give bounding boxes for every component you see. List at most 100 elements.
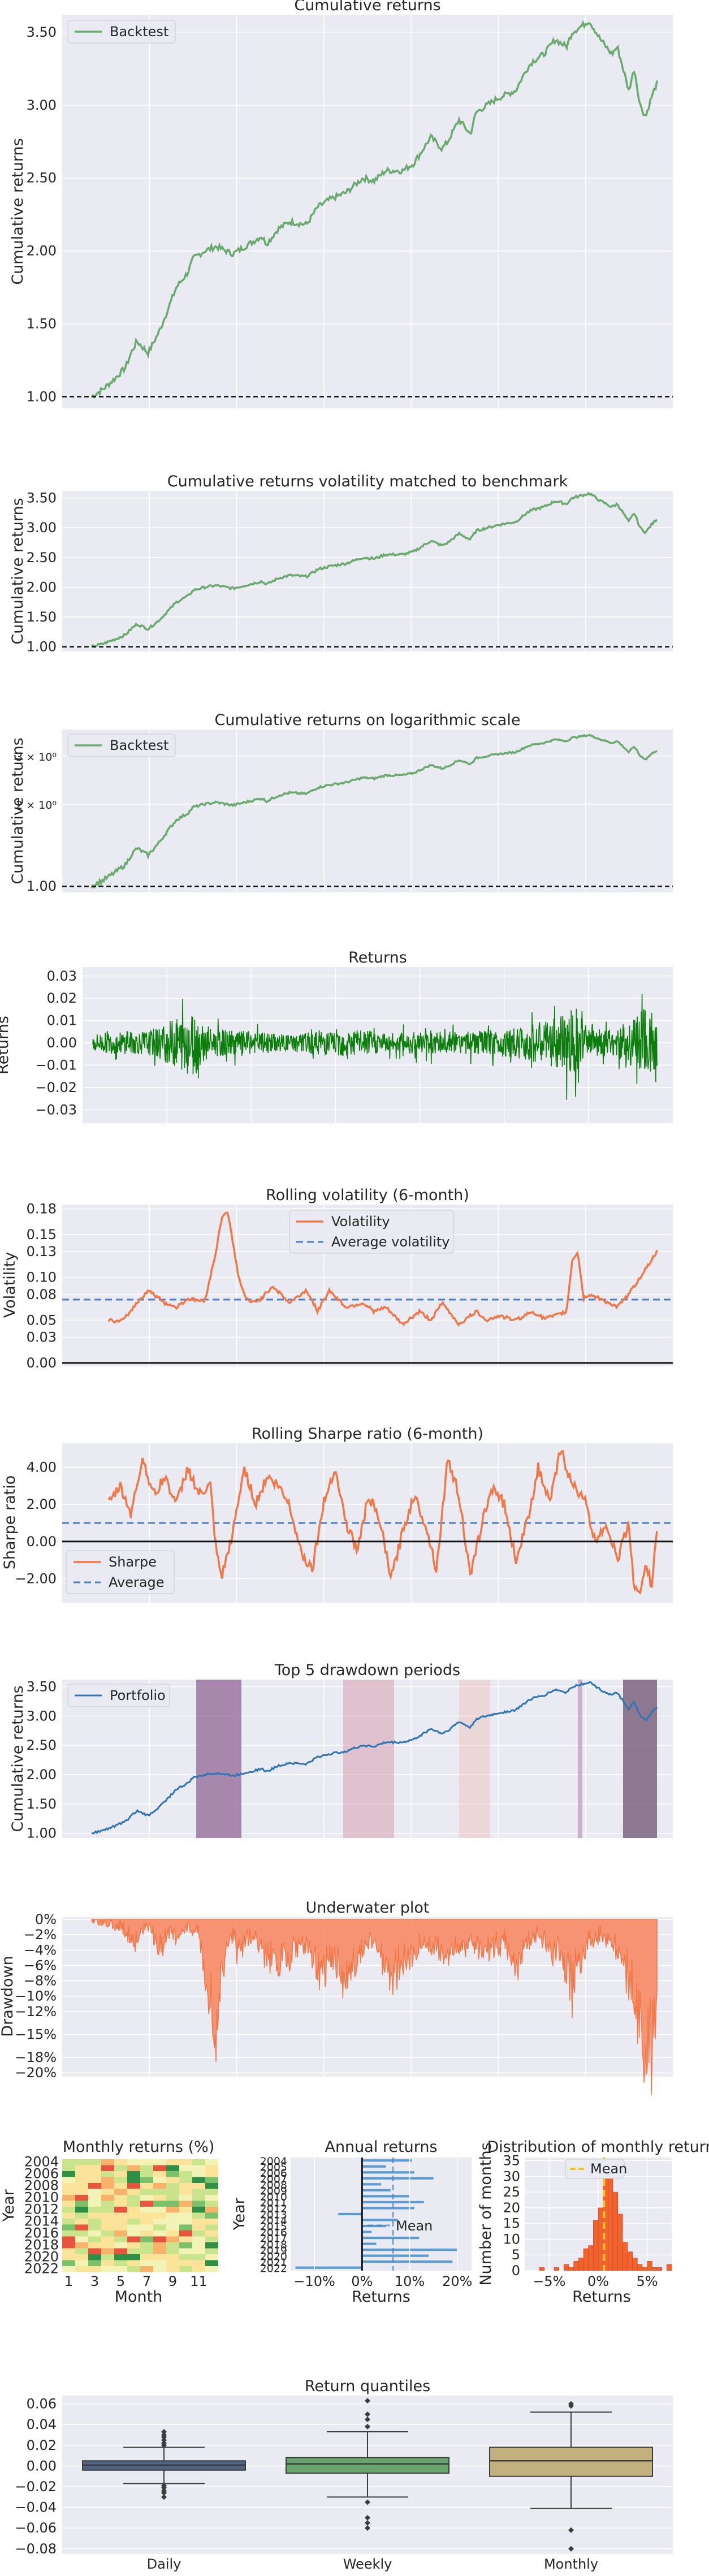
heatmap-cell	[62, 2224, 75, 2230]
tick-label: 2020	[24, 2249, 59, 2264]
tick-label: −2.00	[15, 1570, 57, 1586]
outlier-marker	[161, 2484, 167, 2491]
outlier-marker	[161, 2440, 167, 2446]
heatmap-cell	[62, 2219, 75, 2225]
heatmap-cell	[114, 2200, 127, 2207]
tick-label: 2.50	[27, 550, 57, 566]
annual-return-bar	[362, 2177, 434, 2180]
box	[489, 2446, 653, 2477]
heatmap-cell	[75, 2183, 88, 2189]
outlier-marker	[365, 2423, 370, 2430]
heatmap-cell	[101, 2266, 114, 2272]
tick-label: 2020	[260, 2250, 287, 2263]
chart-title: Monthly returns (%)	[63, 2138, 215, 2156]
heatmap-cell	[88, 2171, 101, 2177]
heatmap-cell	[153, 2224, 166, 2230]
heatmap-cell	[114, 2236, 127, 2242]
tick-label: 2.00	[27, 243, 57, 259]
heatmap-cell	[127, 2177, 140, 2183]
heatmap-cell	[101, 2195, 114, 2201]
heatmap-cell	[179, 2207, 192, 2213]
heatmap-cell	[140, 2242, 153, 2249]
heatmap-cell	[192, 2242, 205, 2249]
heatmap-cell	[179, 2200, 192, 2207]
legend: Mean	[368, 2218, 433, 2234]
histogram-bar	[647, 2261, 652, 2271]
histogram-bar	[652, 2267, 658, 2271]
outlier-marker	[365, 2525, 370, 2531]
legend: Portfolio	[67, 1684, 170, 1707]
outlier-marker	[365, 2398, 370, 2404]
heatmap-cell	[88, 2189, 101, 2195]
histogram-bar	[617, 2213, 623, 2271]
drawdown-period-band	[196, 1680, 241, 1838]
tick-label: 2006	[260, 2167, 287, 2180]
heatmap-cell	[192, 2260, 205, 2266]
chart-title: Cumulative returns volatility matched to…	[167, 473, 568, 490]
histogram-bar	[588, 2245, 594, 2271]
tick-label: 0.01	[47, 1013, 77, 1029]
annual-return-bar	[362, 2260, 453, 2263]
heatmap-cell	[166, 2212, 179, 2219]
chart-title: Return quantiles	[305, 2377, 430, 2395]
tick-label: 2004	[24, 2154, 59, 2169]
tick-label: 1.00	[27, 389, 57, 404]
tick-label: 0%	[587, 2273, 609, 2289]
tick-label: 1.50	[27, 1796, 57, 1812]
heatmap-cell	[101, 2159, 114, 2165]
panel-return-quantiles: Return quantiles −0.08 −0.06 −0.04 −0.02 0.0…	[15, 2377, 673, 2572]
heatmap-cell	[179, 2177, 192, 2183]
heatmap-cell	[166, 2207, 179, 2213]
tick-label: 20	[503, 2200, 520, 2216]
outlier-marker	[365, 2520, 370, 2526]
annual-return-bar	[362, 2159, 412, 2162]
series-line	[91, 491, 658, 648]
tick-label: 1.50	[27, 609, 57, 625]
annual-return-bar	[362, 2219, 398, 2221]
heatmap-cell	[192, 2171, 205, 2177]
plot-area	[62, 15, 673, 408]
chart-title: Annual returns	[325, 2138, 437, 2156]
chart-title: Underwater plot	[306, 1899, 430, 1917]
heatmap-cell	[153, 2189, 166, 2195]
y-axis-label: Cumulative returns	[9, 498, 27, 644]
histogram-bar	[593, 2220, 599, 2271]
histogram-bar	[637, 2264, 643, 2271]
tick-label: 0%	[35, 1911, 57, 1927]
tick-label: 10%	[395, 2273, 425, 2289]
heatmap-cell	[101, 2212, 114, 2219]
heatmap-cell	[88, 2207, 101, 2213]
heatmap-cell	[192, 2212, 205, 2219]
heatmap-cell	[140, 2230, 153, 2237]
legend: Volatility Average volatility	[289, 1210, 454, 1254]
heatmap-cell	[153, 2183, 166, 2189]
tick-label: 0.00	[27, 1355, 57, 1371]
annual-return-bar	[362, 2242, 377, 2245]
heatmap-cell	[140, 2236, 153, 2242]
outlier-marker	[161, 2490, 167, 2496]
heatmap-cell	[114, 2171, 127, 2177]
heatmap-cell	[101, 2200, 114, 2207]
heatmap-cell	[140, 2254, 153, 2260]
tick-label: 20%	[442, 2273, 472, 2289]
chart-title: Distribution of monthly returns	[487, 2138, 709, 2156]
heatmap-cell	[140, 2183, 153, 2189]
heatmap-cell	[101, 2189, 114, 2195]
heatmap-cell	[101, 2224, 114, 2230]
heatmap-cell	[205, 2159, 218, 2165]
heatmap-cell	[127, 2219, 140, 2225]
y-axis-label: Drawdown	[0, 1956, 16, 2036]
outlier-marker	[365, 2417, 370, 2423]
legend-label: Mean	[396, 2218, 433, 2234]
histogram-bar	[627, 2251, 633, 2271]
tick-label: 3.50	[27, 1679, 57, 1694]
heatmap-cell	[101, 2248, 114, 2254]
heatmap-cell	[140, 2159, 153, 2165]
heatmap-cell	[179, 2248, 192, 2254]
heatmap-cell	[140, 2260, 153, 2266]
heatmap-cell	[75, 2200, 88, 2207]
tick-label: 2004	[260, 2155, 287, 2168]
heatmap-cell	[166, 2200, 179, 2207]
legend: Mean	[565, 2159, 627, 2179]
histogram-bar	[578, 2258, 584, 2271]
